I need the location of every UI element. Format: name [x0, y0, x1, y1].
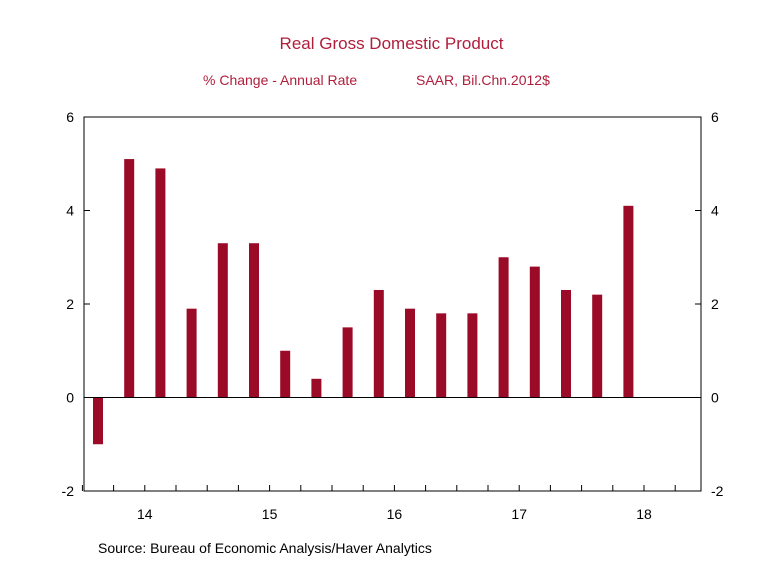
bar-17: [592, 294, 603, 398]
source-note: Source: Bureau of Economic Analysis/Have…: [98, 540, 432, 556]
y-tick-label-right-1: 0: [711, 390, 719, 406]
y-tick-label-left-0: -2: [62, 483, 75, 499]
y-tick-label-right-4: 6: [711, 109, 719, 125]
bar-13: [467, 313, 478, 398]
x-tick-label-4: 18: [636, 506, 652, 522]
y-tick-label-right-3: 4: [711, 203, 719, 219]
y-tick-label-right-0: -2: [711, 483, 724, 499]
x-tick-label-1: 15: [262, 506, 278, 522]
y-tick-label-right-2: 2: [711, 296, 719, 312]
x-tick-label-3: 17: [511, 506, 527, 522]
bar-3: [155, 168, 166, 398]
bar-9: [342, 327, 353, 398]
bar-16: [561, 289, 571, 398]
y-tick-label-left-3: 4: [66, 203, 74, 219]
plot-frame: [83, 116, 702, 492]
bar-10: [373, 289, 384, 398]
x-tick-label-0: 14: [137, 506, 153, 522]
y-tick-label-left-1: 0: [66, 390, 74, 406]
bar-1: [93, 397, 103, 445]
x-axis-group: 14 15 16 17 18: [81, 485, 676, 522]
bar-15: [529, 266, 540, 398]
x-tick-label-2: 16: [387, 506, 403, 522]
bar-14: [498, 257, 509, 398]
bar-11: [405, 308, 415, 398]
bar-18: [623, 205, 634, 398]
bar-8: [311, 378, 322, 398]
y-axes-group: -2 -2 0 0 2 2 4 4 6 6: [62, 109, 724, 499]
bar-6: [249, 243, 259, 398]
bar-5: [217, 243, 228, 398]
bar-4: [186, 308, 197, 398]
y-tick-label-left-2: 2: [66, 296, 74, 312]
y-tick-label-left-4: 6: [66, 109, 74, 125]
bar-2: [124, 159, 135, 398]
bars-group: [93, 159, 634, 445]
chart-subtitle-units: % Change - Annual Rate: [203, 72, 358, 88]
bar-7: [280, 350, 291, 398]
chart-subtitle-series: SAAR, Bil.Chn.2012$: [416, 72, 550, 88]
chart-title: Real Gross Domestic Product: [279, 34, 504, 53]
bar-12: [436, 313, 447, 398]
